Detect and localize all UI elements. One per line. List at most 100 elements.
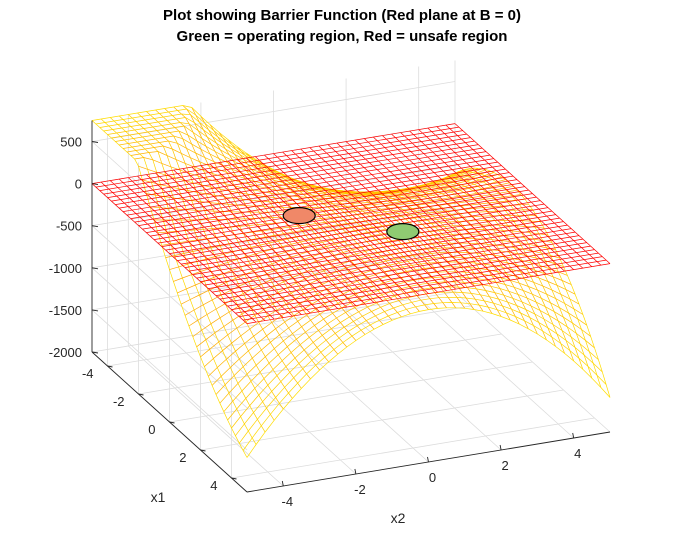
zero-plane-line-x1-35	[227, 245, 591, 307]
x2-tick-mark-4	[572, 432, 575, 439]
zero-plane-line-x1-8	[122, 151, 487, 212]
zero-plane-line-x1-19	[165, 189, 529, 251]
x2-gridline-3	[345, 78, 502, 451]
zero-plane-line-x1-28	[200, 221, 564, 282]
marker-layer	[282, 207, 420, 241]
zero-plane-line-x1-36	[231, 249, 595, 310]
z-tick-label-3: -1000	[49, 261, 82, 276]
zero-plane-line-x1-17	[157, 182, 521, 244]
x1-axis-label: x1	[151, 489, 166, 505]
surface-line-x2-4	[128, 114, 284, 410]
zero-plane-line-x1-20	[169, 193, 533, 254]
surface-line-x1-27	[196, 242, 560, 348]
surface-line-x1-12	[138, 165, 502, 202]
zero-plane-line-x1-25	[188, 210, 552, 272]
zero-plane-line-x1-34	[223, 242, 587, 303]
surface-line-x1-20	[169, 209, 533, 270]
zero-plane-line-x1-31	[212, 231, 576, 293]
zero-plane-line-x1-15	[150, 175, 514, 237]
x2-gridline-2	[273, 90, 429, 463]
surface-line-x1-38	[239, 296, 603, 444]
z-tick-label-4: -1500	[49, 303, 82, 318]
zero-plane-line-x1-1	[95, 126, 459, 188]
z-tick-mark-1	[91, 183, 99, 186]
surface-line-x1-28	[200, 247, 564, 358]
z-tick-label-0: 500	[60, 135, 82, 150]
marker-0	[282, 207, 316, 225]
zero-plane-line-x1-40	[246, 263, 611, 324]
surface-line-x1-22	[177, 220, 541, 294]
surface-line-x1-21	[173, 214, 537, 282]
surface-line-x1-34	[223, 276, 587, 412]
zero-plane-line-x1-29	[204, 224, 568, 286]
x1-tick-label-3: 2	[179, 450, 186, 465]
back-floor-edge	[454, 291, 611, 433]
x1-tick-label-1: -2	[113, 394, 125, 409]
surface-line-x1-13	[142, 179, 506, 205]
zero-plane-line-x1-14	[146, 172, 510, 233]
zero-plane-line-x1-23	[181, 203, 545, 265]
zero-plane-line-x1-32	[215, 235, 580, 296]
z-tick-mark-3	[91, 267, 99, 270]
x2-tick-label-4: 4	[574, 446, 581, 461]
surface-line-x1-17	[157, 194, 521, 234]
x2-tick-label-3: 2	[501, 458, 508, 473]
zero-plane-line-x1-22	[177, 200, 541, 261]
surface-line-x1-39	[242, 302, 607, 451]
surface-line-x1-4	[107, 122, 471, 193]
surface-line-x1-40	[246, 307, 611, 458]
x1-tick-label-4: 4	[210, 478, 217, 493]
zero-plane-line-x1-5	[111, 140, 475, 202]
x2-axis-label: x2	[391, 510, 406, 526]
x2-tick-mark-1	[354, 468, 357, 475]
surface-line-x1-33	[219, 271, 584, 404]
z-tick-mark-4	[91, 309, 99, 312]
surface-line-x1-32	[215, 266, 580, 395]
z-tick-mark-5	[91, 351, 99, 354]
x2-tick-label-1: -2	[354, 482, 366, 497]
surface-line-x1-31	[211, 261, 576, 386]
z-tick-label-2: -500	[56, 219, 82, 234]
zero-plane-line-x1-2	[99, 130, 463, 191]
marker-1	[386, 223, 420, 241]
z-tick-mark-0	[91, 141, 99, 143]
chart-title-line-2: Green = operating region, Red = unsafe r…	[177, 28, 508, 45]
zero-plane-line-x1-33	[219, 238, 583, 300]
zero-plane-line-x1-4	[107, 137, 471, 198]
zero-plane-line-x1-0	[91, 123, 456, 184]
zero-plane-line-x1-12	[138, 165, 502, 226]
surface-line-x1-5	[111, 125, 475, 193]
x1-tick-label-0: -4	[82, 366, 94, 381]
zero-plane-line-x1-18	[161, 186, 525, 247]
z-tick-label-5: -2000	[49, 345, 82, 360]
x1-tick-mark-1	[138, 393, 144, 396]
surface-line-x1-19	[165, 203, 529, 258]
surface-line-x1-36	[231, 286, 595, 429]
surface-line-x1-10	[130, 151, 494, 198]
zero-plane-line-x1-6	[115, 144, 479, 205]
zero-plane-line-x1-24	[184, 207, 549, 268]
surface-line-x1-8	[122, 140, 487, 195]
x2-tick-label-2: 0	[429, 470, 436, 485]
x1-tick-mark-3	[200, 449, 206, 452]
zero-plane-line-x1-13	[142, 168, 506, 230]
x2-tick-mark-0	[281, 480, 284, 487]
zero-plane-line-x1-26	[192, 214, 556, 275]
x2-tick-mark-2	[427, 456, 429, 463]
zero-plane-line-x1-38	[239, 256, 603, 317]
chart-title-line-1: Plot showing Barrier Function (Red plane…	[163, 7, 521, 24]
zero-plane-line-x1-9	[126, 154, 490, 216]
surface-line-x1-35	[227, 281, 591, 421]
surface-line-x1-23	[180, 224, 545, 305]
z-tick-mark-2	[91, 225, 99, 228]
zero-plane-line-x1-10	[130, 158, 494, 219]
x2-tick-label-0: -4	[282, 494, 294, 509]
zero-plane-line-x1-27	[196, 217, 560, 279]
zero-plane-line-x1-11	[134, 161, 498, 223]
x1-tick-label-2: 0	[148, 422, 155, 437]
z-tick-label-1: 0	[75, 177, 82, 192]
x1-tick-mark-0	[107, 365, 113, 368]
zero-plane-line-x1-37	[235, 252, 599, 314]
zero-plane-line-x1-7	[119, 147, 483, 209]
